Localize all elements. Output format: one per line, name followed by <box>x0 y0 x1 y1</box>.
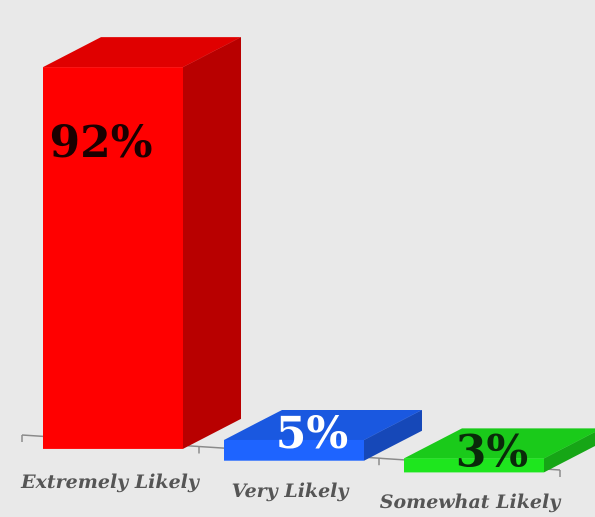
bar-side <box>183 37 241 449</box>
bar-side <box>544 432 595 473</box>
x-tick-label: Somewhat Likely <box>380 491 563 513</box>
data-label: 3% <box>456 426 528 477</box>
bar-top <box>404 428 595 459</box>
bar <box>43 67 183 449</box>
x-tick-label: Extremely Likely <box>20 471 201 493</box>
bar-top <box>43 37 241 68</box>
bar-top <box>224 409 422 440</box>
x-tick-label: Very Likely <box>232 480 351 502</box>
data-label: 5% <box>276 408 348 459</box>
bar <box>224 439 364 461</box>
bar-side <box>364 409 422 461</box>
bar <box>404 458 544 473</box>
data-label: 92% <box>49 117 152 168</box>
